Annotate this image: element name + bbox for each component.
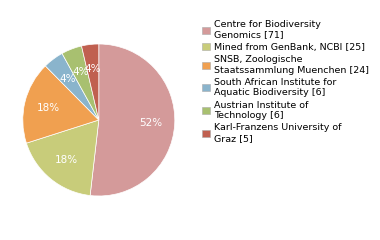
Text: 52%: 52% <box>139 118 162 128</box>
Text: 18%: 18% <box>37 103 60 113</box>
Wedge shape <box>27 120 99 196</box>
Text: 4%: 4% <box>60 74 76 84</box>
Text: 4%: 4% <box>72 67 89 77</box>
Wedge shape <box>90 44 175 196</box>
Wedge shape <box>23 66 99 143</box>
Wedge shape <box>62 46 99 120</box>
Wedge shape <box>82 44 99 120</box>
Legend: Centre for Biodiversity
Genomics [71], Mined from GenBank, NCBI [25], SNSB, Zool: Centre for Biodiversity Genomics [71], M… <box>202 20 369 143</box>
Text: 4%: 4% <box>85 64 101 74</box>
Wedge shape <box>45 54 99 120</box>
Text: 18%: 18% <box>54 155 78 165</box>
